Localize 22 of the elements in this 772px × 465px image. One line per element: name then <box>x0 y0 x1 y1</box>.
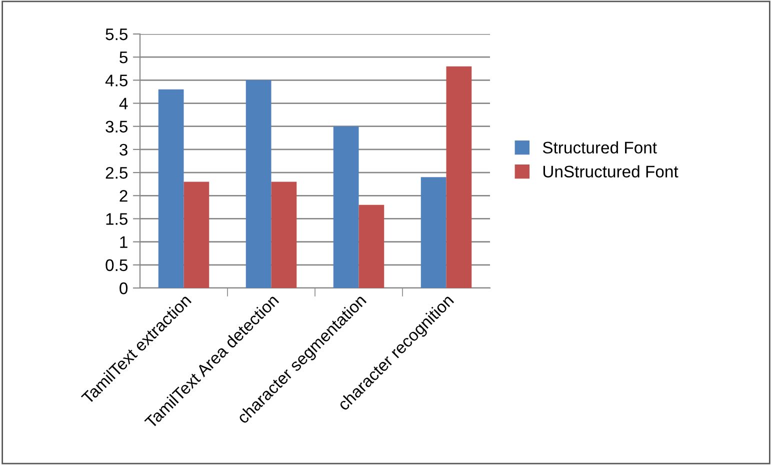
y-tick-label: 0 <box>120 282 128 294</box>
bar <box>158 89 184 288</box>
bar <box>446 66 472 288</box>
y-tick-label: 1 <box>120 236 128 248</box>
bar <box>420 177 446 288</box>
legend-label: UnStructured Font <box>543 165 678 178</box>
y-tick-label: 4 <box>119 98 128 110</box>
y-tick-label: 4.5 <box>105 74 128 86</box>
y-tick-label: 0.5 <box>106 259 128 272</box>
y-tick-label: 2 <box>120 190 128 202</box>
y-tick-label: 1.5 <box>106 213 128 225</box>
bar <box>333 126 359 288</box>
bar <box>184 182 210 288</box>
y-tick-label: 5.5 <box>106 28 128 40</box>
bar <box>358 204 384 288</box>
y-tick-label: 3 <box>120 144 128 156</box>
y-tick-label: 5 <box>120 52 128 64</box>
bar <box>271 182 297 288</box>
bar <box>246 80 272 288</box>
y-tick-label: 2.5 <box>106 166 128 179</box>
y-tick-label: 3.5 <box>106 120 128 133</box>
legend-label: Structured Font <box>542 141 657 154</box>
